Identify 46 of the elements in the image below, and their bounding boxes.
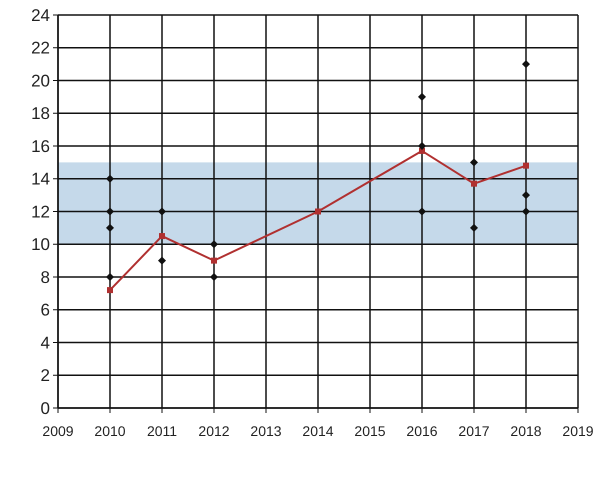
point [107, 287, 113, 294]
y-tick-label: 8 [40, 268, 50, 287]
x-tick-label: 2011 [146, 423, 178, 439]
y-tick-label: 6 [40, 300, 50, 320]
x-tick-label: 2010 [94, 423, 126, 439]
point [106, 273, 114, 281]
y-tick-label: 22 [31, 38, 50, 58]
y-tick-label: 0 [40, 398, 50, 418]
point [418, 92, 426, 101]
point [159, 233, 165, 240]
y-tick-label: 2 [40, 366, 50, 386]
y-tick-label: 24 [31, 6, 50, 25]
x-tick-label: 2018 [510, 423, 542, 439]
point [211, 258, 217, 264]
point [522, 60, 530, 68]
point [523, 162, 529, 169]
y-tick-label: 12 [31, 202, 50, 222]
point [522, 208, 530, 216]
point [210, 273, 218, 281]
point [158, 256, 166, 265]
y-tick-label: 4 [40, 333, 50, 352]
y-tick-label: 10 [31, 235, 50, 254]
x-tick-label: 2017 [458, 423, 490, 439]
point [470, 224, 478, 232]
point [418, 142, 426, 150]
y-tick-label: 18 [31, 104, 50, 124]
point [158, 208, 166, 216]
point [106, 174, 114, 183]
x-tick-label: 2009 [42, 423, 74, 439]
point [418, 208, 426, 216]
point [470, 158, 478, 166]
x-tick-label: 2015 [354, 423, 386, 439]
point [471, 180, 477, 187]
x-tick-label: 2013 [250, 423, 282, 439]
point [210, 240, 218, 248]
x-tick-label: 2014 [302, 423, 334, 439]
point [106, 208, 114, 216]
point [106, 224, 114, 232]
x-tick-label: 2019 [562, 423, 594, 439]
y-tick-label: 14 [31, 170, 50, 189]
point [315, 208, 321, 214]
x-tick-label: 2012 [198, 423, 230, 439]
y-tick-label: 16 [31, 136, 50, 156]
x-tick-label: 2016 [406, 423, 438, 439]
point [522, 191, 530, 200]
y-tick-label: 20 [31, 71, 50, 90]
